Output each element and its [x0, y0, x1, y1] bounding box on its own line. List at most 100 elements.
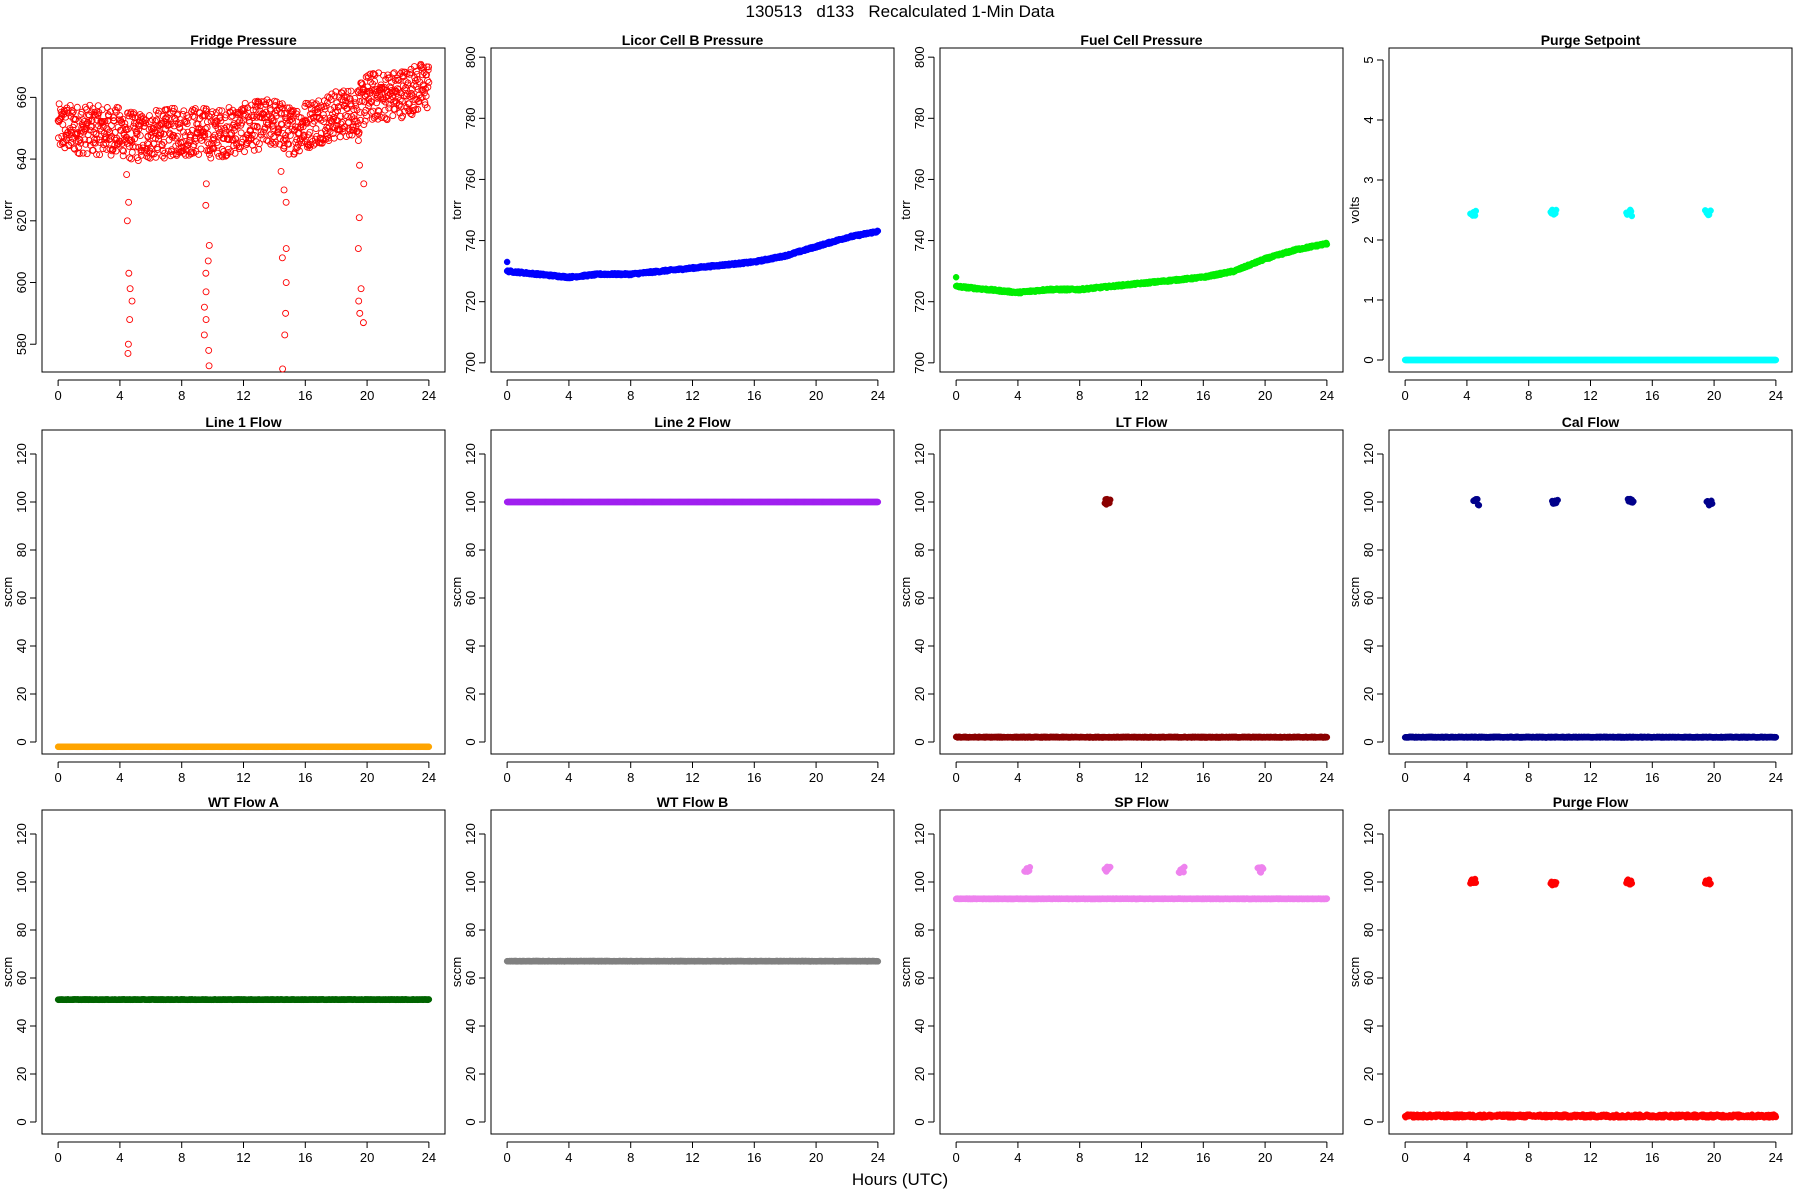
data-point: [389, 70, 397, 78]
data-point: [210, 145, 218, 153]
y-tick-label: 0: [912, 738, 927, 745]
x-tick-label: 4: [1014, 770, 1021, 785]
data-point: [347, 102, 355, 110]
data-point: [96, 151, 104, 159]
x-tick-label: 16: [747, 388, 761, 403]
data-point: [255, 140, 263, 148]
dip-point: [357, 285, 365, 293]
x-tick-label: 0: [504, 388, 511, 403]
data-point: [57, 105, 64, 113]
data-point: [112, 147, 120, 155]
dip-point: [124, 340, 132, 348]
data-point: [266, 131, 274, 139]
data-point: [346, 95, 354, 103]
x-tick-label: 8: [1076, 770, 1083, 785]
y-tick-label: 4: [1361, 116, 1376, 123]
data-point: [119, 115, 127, 123]
data-point: [197, 145, 205, 153]
data-point: [67, 138, 75, 146]
data-point: [424, 66, 432, 74]
data-point: [227, 148, 235, 156]
data-point: [219, 153, 227, 161]
data-point: [194, 129, 202, 137]
data-point: [385, 100, 393, 108]
dip-point: [359, 319, 367, 327]
data-point: [214, 149, 221, 157]
data-point: [262, 100, 270, 108]
data-point: [424, 76, 431, 84]
data-point: [391, 105, 399, 113]
data-point: [322, 102, 330, 110]
x-tick-label: 20: [360, 388, 374, 403]
dip-point: [279, 365, 287, 373]
page-title: 130513 d133 Recalculated 1-Min Data: [745, 2, 1055, 21]
data-point: [351, 99, 359, 107]
data-point: [404, 79, 412, 87]
data-point: [106, 128, 114, 136]
x-tick-label: 4: [1014, 388, 1021, 403]
x-tick-label: 20: [1258, 770, 1272, 785]
data-point: [410, 81, 418, 89]
data-point: [323, 133, 331, 141]
x-tick-label: 0: [1402, 388, 1409, 403]
y-tick-label: 60: [463, 591, 478, 605]
data-point: [135, 125, 143, 133]
data-point: [383, 116, 391, 124]
data-point: [102, 135, 110, 143]
data-point: [240, 112, 248, 120]
dip-point: [123, 171, 131, 178]
data-point: [170, 105, 178, 112]
data-point: [285, 140, 293, 148]
data-point: [370, 70, 378, 78]
data-point: [127, 155, 135, 163]
data-point: [66, 102, 74, 109]
data-point: [157, 130, 165, 138]
data-point: [147, 144, 154, 152]
data-point: [214, 141, 222, 149]
series-points: [1401, 206, 1780, 364]
y-axis-label: sccm: [449, 577, 464, 607]
data-point: [381, 106, 389, 114]
y-tick-label: 720: [912, 291, 927, 313]
data-point: [414, 105, 422, 113]
data-point: [101, 117, 109, 125]
data-point: [249, 141, 257, 149]
x-tick-label: 12: [236, 388, 250, 403]
data-point: [334, 107, 341, 115]
y-tick-label: 100: [463, 491, 478, 513]
data-point: [293, 144, 301, 151]
data-point: [150, 150, 158, 158]
data-point: [55, 100, 63, 108]
data-point: [86, 126, 94, 134]
data-point: [55, 134, 62, 142]
data-point: [253, 122, 261, 130]
data-point: [93, 150, 100, 158]
y-tick-label: 3: [1361, 176, 1376, 183]
data-point: [296, 147, 303, 155]
plot-frame: [41, 47, 446, 373]
data-point: [169, 151, 177, 158]
y-tick-label: 600: [14, 272, 29, 294]
data-point: [270, 117, 278, 125]
data-point: [202, 105, 210, 113]
data-point: [209, 108, 216, 116]
data-point: [68, 107, 76, 114]
y-tick-label: 0: [463, 738, 478, 745]
y-tick-label: 80: [14, 543, 29, 557]
data-point: [95, 136, 103, 144]
series-points: [952, 495, 1331, 741]
dip-point: [202, 316, 210, 323]
data-point: [201, 125, 209, 133]
data-point: [366, 70, 374, 78]
data-point: [180, 149, 188, 157]
data-point: [425, 743, 433, 751]
y-tick-label: 780: [912, 107, 927, 129]
data-point: [238, 138, 246, 146]
data-point: [385, 74, 393, 82]
data-point: [236, 145, 243, 152]
data-point: [215, 106, 223, 114]
data-point: [188, 148, 196, 156]
series-points: [503, 498, 882, 506]
data-point: [302, 99, 310, 107]
